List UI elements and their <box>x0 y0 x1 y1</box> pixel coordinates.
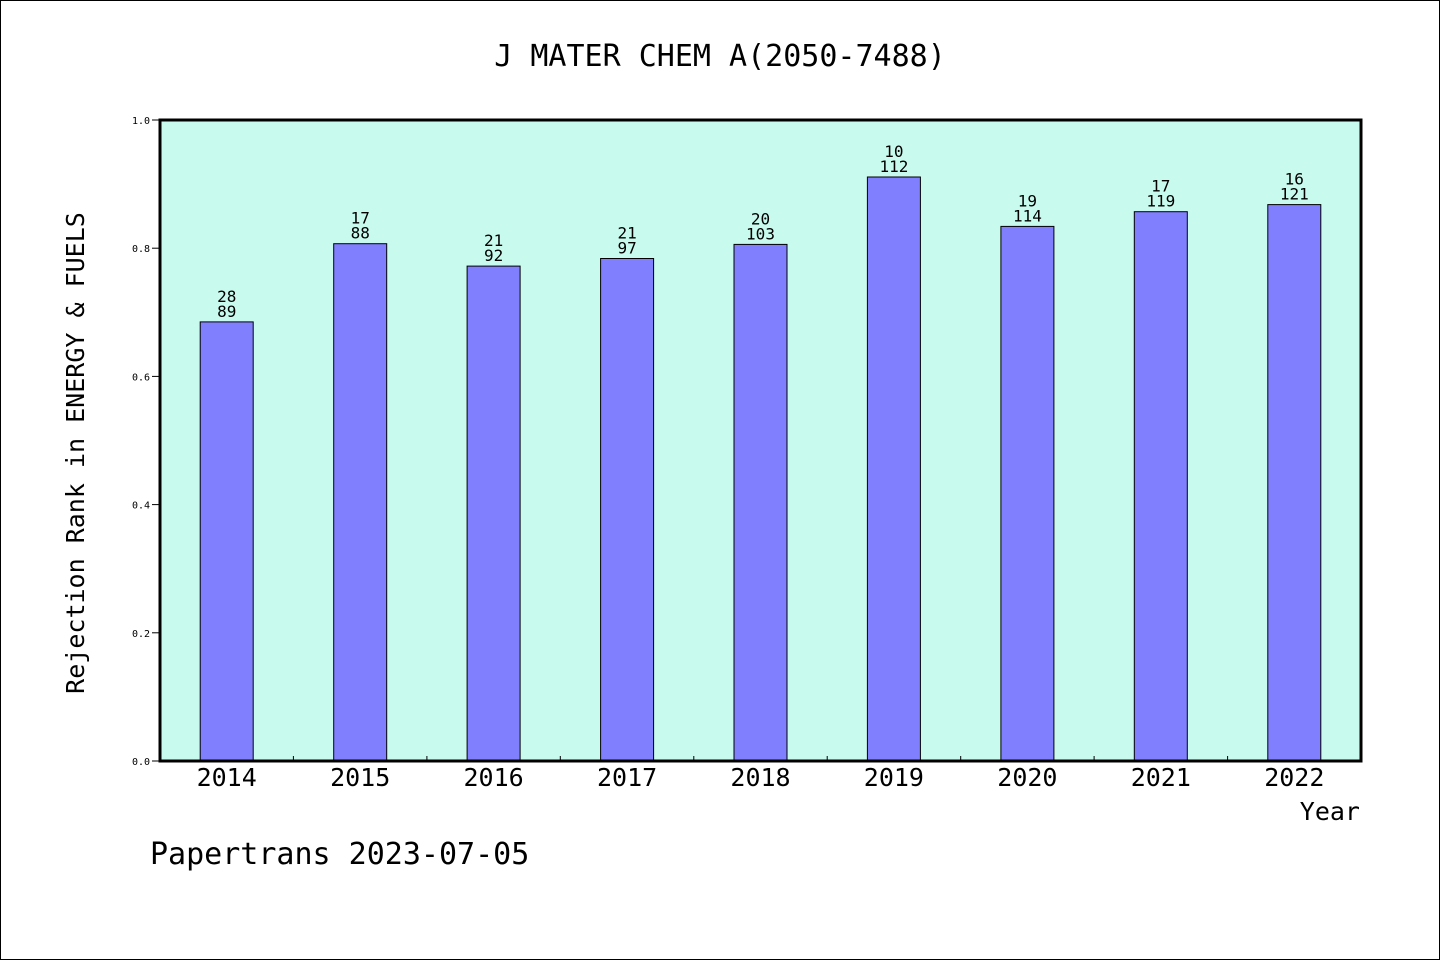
bar-rank-label: 10 <box>884 142 903 161</box>
bar-total-label: 97 <box>617 239 636 258</box>
x-tick-label: 2021 <box>1131 763 1191 792</box>
bar-total-label: 119 <box>1146 192 1175 211</box>
bar <box>466 265 521 762</box>
y-tick-label: 0.0 <box>132 757 150 768</box>
chart-title: J MATER CHEM A(2050-7488) <box>494 39 946 74</box>
bar <box>333 243 388 762</box>
bar-rank-label: 17 <box>1151 177 1170 196</box>
bar-total-label: 114 <box>1013 206 1042 225</box>
bar-total-label: 112 <box>879 157 908 176</box>
bar-rank-label: 21 <box>484 231 503 250</box>
y-tick-label: 0.2 <box>132 629 150 640</box>
x-tick-label: 2016 <box>463 763 523 792</box>
bar-total-label: 88 <box>351 224 370 243</box>
y-tick-label: 0.6 <box>132 372 150 383</box>
bar <box>600 258 655 762</box>
footer-text: Papertrans 2023-07-05 <box>150 837 529 872</box>
bar-rank-label: 19 <box>1018 191 1037 210</box>
bar-rank-label: 16 <box>1285 170 1304 189</box>
bar-rank-label: 28 <box>217 287 236 306</box>
bar <box>199 321 254 762</box>
y-tick-label: 0.8 <box>132 244 150 255</box>
x-tick-label: 2019 <box>864 763 924 792</box>
x-tick-label: 2022 <box>1264 763 1324 792</box>
bars-group <box>199 176 1322 762</box>
x-tick-label: 2015 <box>330 763 390 792</box>
bar <box>733 243 788 762</box>
plot-border <box>158 118 1363 763</box>
bar-total-label: 103 <box>746 224 775 243</box>
bar <box>1000 225 1055 762</box>
x-tick-label: 2018 <box>730 763 790 792</box>
x-tick-label: 2017 <box>597 763 657 792</box>
bar-rank-label: 17 <box>351 209 370 228</box>
bar-total-label: 121 <box>1280 185 1309 204</box>
bar-total-label: 92 <box>484 246 503 265</box>
y-tick-label: 1.0 <box>132 116 150 127</box>
x-tick-label: 2014 <box>197 763 257 792</box>
x-tick-label: 2020 <box>997 763 1057 792</box>
bar-total-label: 89 <box>217 302 236 321</box>
bar-rank-label: 21 <box>617 224 636 243</box>
y-axis-label: Rejection Rank in ENERGY & FUELS <box>61 212 90 694</box>
x-axis-label: Year <box>1300 797 1360 826</box>
y-tick-label: 0.4 <box>132 501 150 512</box>
bar-rank-label: 20 <box>751 209 770 228</box>
y-axis: 0.0 0.2 0.4 0.6 0.8 1.0 <box>132 116 160 768</box>
bar <box>1267 204 1322 762</box>
bar <box>866 176 921 762</box>
x-axis: 2014 2015 2016 2017 2018 2019 2020 2021 2022 <box>197 756 1324 792</box>
bar <box>1133 211 1188 762</box>
